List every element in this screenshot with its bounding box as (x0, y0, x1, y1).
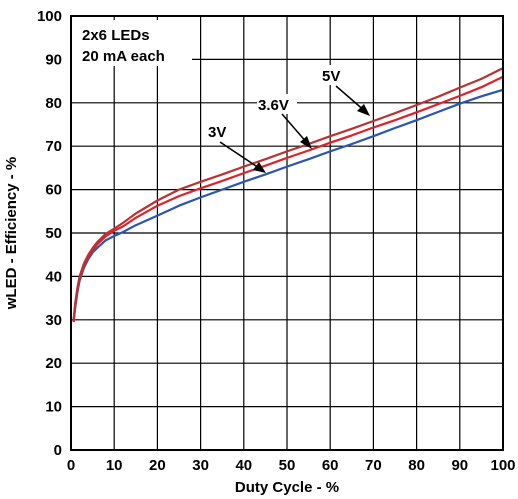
series-lines (72, 67, 504, 323)
label-3.6v: 3.6V (258, 97, 289, 114)
x-axis-label: Duty Cycle - % (235, 479, 339, 496)
y-tick-label: 80 (45, 95, 62, 112)
arrowhead-5v (357, 104, 370, 116)
x-tick-label: 90 (451, 457, 468, 474)
y-tick-label: 100 (37, 8, 62, 25)
arrowhead-3.6v (300, 136, 312, 149)
x-tick-label: 20 (149, 457, 166, 474)
x-tick-label: 70 (365, 457, 382, 474)
series-callouts: 5V 3.6V 3V (205, 65, 370, 173)
y-tick-label: 10 (45, 399, 62, 416)
arrowhead-3v (253, 162, 266, 173)
y-tick-label: 50 (45, 225, 62, 242)
y-tick-label: 70 (45, 138, 62, 155)
x-tick-labels: 0 10 20 30 40 50 60 70 80 90 100 (67, 457, 516, 474)
y-tick-label: 20 (45, 355, 62, 372)
x-tick-label: 30 (192, 457, 209, 474)
y-tick-label: 90 (45, 51, 62, 68)
y-axis-label: wLED - Efficiency - % (3, 157, 20, 311)
x-tick-label: 50 (279, 457, 296, 474)
x-tick-label: 60 (322, 457, 339, 474)
y-tick-label: 30 (45, 312, 62, 329)
y-tick-labels: 0 10 20 30 40 50 60 70 80 90 100 (37, 8, 62, 459)
grid (71, 16, 503, 450)
y-tick-label: 60 (45, 182, 62, 199)
arrow-3v (219, 141, 263, 171)
series-line-5v (72, 67, 504, 320)
annotation-box-bg (72, 20, 192, 66)
x-tick-label: 100 (490, 457, 515, 474)
x-tick-label: 0 (67, 457, 75, 474)
label-3v-bg (205, 121, 233, 141)
x-tick-label: 10 (106, 457, 123, 474)
label-5v: 5V (322, 68, 340, 85)
x-tick-label: 80 (408, 457, 425, 474)
y-tick-label: 0 (54, 442, 62, 459)
x-tick-label: 40 (235, 457, 252, 474)
label-3v: 3V (208, 124, 226, 141)
plot-frame (70, 15, 504, 451)
label-5v-bg (320, 65, 348, 85)
label-3.6v-bg (257, 94, 297, 114)
series-line-3v (72, 88, 504, 323)
annotation-line-2: 20 mA each (82, 48, 165, 65)
y-tick-label: 40 (45, 268, 62, 285)
annotation-line-1: 2x6 LEDs (82, 27, 150, 44)
